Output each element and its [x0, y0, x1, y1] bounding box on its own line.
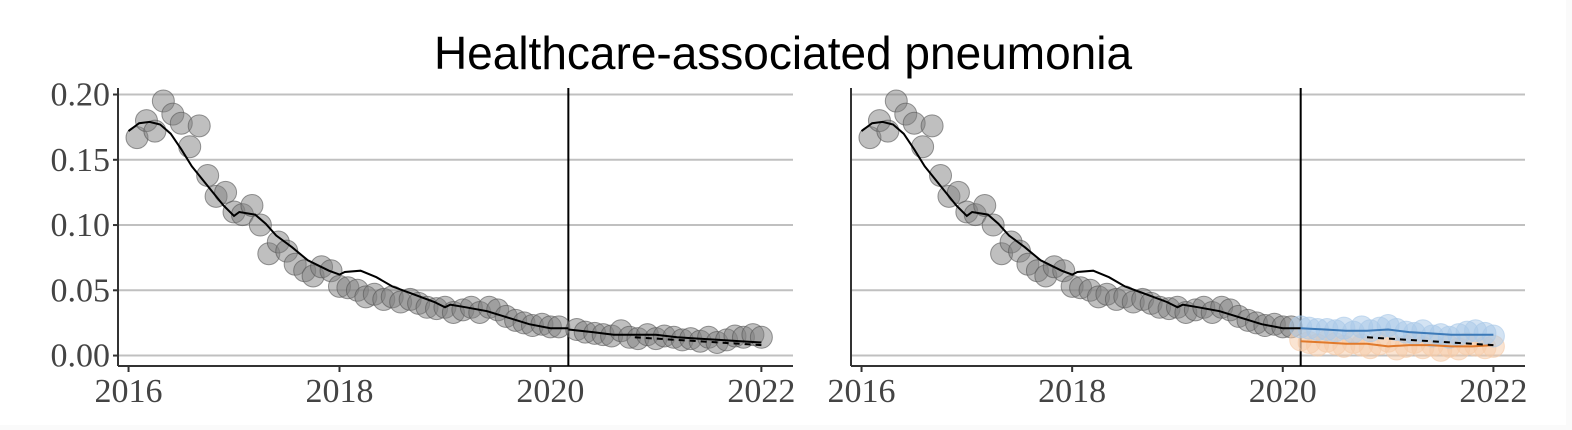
chart-title: Healthcare-associated pneumonia — [433, 27, 1133, 79]
x-tick-label: 2016 — [828, 373, 896, 410]
y-tick-label: 0.00 — [51, 338, 111, 375]
orange-series-line — [1300, 340, 1494, 348]
y-tick-label: 0.05 — [51, 272, 111, 309]
blue-series-point — [1481, 324, 1505, 348]
observed-point — [248, 213, 272, 237]
x-tick-label: 2018 — [1038, 373, 1106, 410]
post-fit-line — [568, 328, 762, 344]
y-tick-label: 0.15 — [51, 142, 111, 179]
observed-point — [946, 180, 970, 204]
blue-series-line — [1300, 327, 1494, 336]
x-tick-label: 2020 — [1249, 373, 1317, 410]
observed-point — [240, 193, 264, 217]
x-tick-label: 2022 — [727, 373, 795, 410]
fitted-trend-line — [127, 120, 569, 330]
observed-point — [920, 114, 944, 138]
panel-1: 0.00 0.05 0.10 0.15 0.20 2016 2018 2020 2022 — [51, 77, 796, 410]
x-tick-label: 2018 — [305, 373, 373, 410]
y-tick-label: 0.10 — [51, 207, 111, 244]
x-tick-label: 2022 — [1459, 373, 1527, 410]
y-tick-label: 0.20 — [51, 77, 111, 114]
x-tick-label: 2016 — [95, 373, 163, 410]
observed-point — [214, 180, 238, 204]
fitted-trend-line — [860, 120, 1301, 330]
observed-point — [178, 135, 202, 159]
observed-point — [981, 213, 1005, 237]
x-tick-label: 2020 — [516, 373, 584, 410]
observed-point — [911, 135, 935, 159]
observed-point — [973, 193, 997, 217]
panel-2: 2016 2018 2020 2022 — [828, 88, 1527, 410]
observed-point — [187, 114, 211, 138]
